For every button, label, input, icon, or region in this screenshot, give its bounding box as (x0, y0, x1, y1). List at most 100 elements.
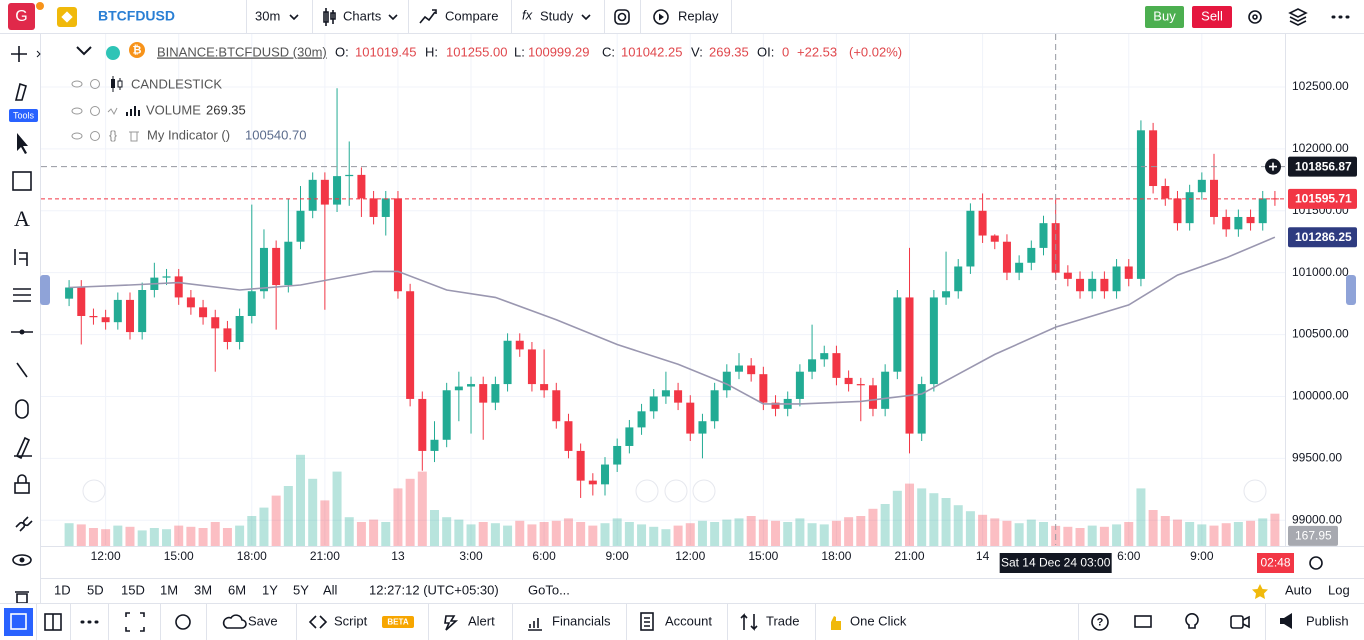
range-button[interactable]: All (323, 582, 338, 597)
publish-button[interactable]: Publish (1306, 613, 1349, 628)
volume-bar (953, 505, 963, 546)
collapse-legend[interactable] (76, 46, 92, 56)
symbol[interactable]: BTCFDUSD (98, 8, 175, 24)
zoom-in[interactable] (692, 479, 716, 503)
account-button[interactable]: Account (665, 613, 712, 628)
candle-body (369, 198, 378, 217)
volume-bar (417, 471, 427, 546)
right-panel-handle[interactable] (1346, 275, 1356, 305)
video-icon[interactable] (1230, 615, 1244, 629)
candle-body (235, 315, 244, 342)
candle-body (442, 390, 451, 440)
volume-bar (929, 493, 939, 546)
study-button[interactable]: Study (540, 8, 574, 23)
volume-bar (186, 526, 196, 546)
charts-button[interactable]: Charts (343, 8, 382, 23)
sell-button[interactable] (1192, 6, 1232, 28)
cursor-tool[interactable] (17, 133, 28, 154)
reset-zoom[interactable] (664, 479, 688, 503)
compare-button[interactable]: Compare (445, 8, 498, 23)
chart-settings-icon[interactable] (1309, 556, 1323, 570)
volume-icon (126, 106, 140, 116)
help-icon[interactable] (1091, 613, 1109, 631)
range-button[interactable]: 5Y (293, 582, 309, 597)
fib-tool[interactable] (14, 249, 28, 266)
volume-bar (1221, 523, 1231, 546)
fullscreen[interactable] (125, 612, 145, 632)
range-button[interactable]: 1M (160, 582, 178, 597)
candle-body (722, 371, 731, 391)
y-tick-label: 100000.00 (1292, 389, 1349, 403)
gear-icon[interactable] (90, 79, 100, 89)
alert-button[interactable]: Alert (468, 613, 495, 628)
buy-button[interactable] (1145, 6, 1184, 28)
settings-icon[interactable] (1248, 10, 1262, 24)
volume-series-name: VOLUME (146, 102, 201, 117)
zoom-tool[interactable] (15, 399, 29, 419)
trade-button[interactable]: Trade (766, 613, 799, 628)
range-button[interactable]: 5D (87, 582, 104, 597)
scroll-right[interactable] (1243, 479, 1267, 503)
range-button[interactable]: 1D (54, 582, 71, 597)
gear-icon[interactable] (90, 106, 100, 116)
financials-button[interactable]: Financials (552, 613, 611, 628)
zoom-out[interactable] (635, 479, 659, 503)
volume-bar (1172, 519, 1182, 546)
compare-icon (419, 9, 437, 24)
eye-icon[interactable] (71, 80, 83, 88)
range-button[interactable]: 6M (228, 582, 246, 597)
scroll-left[interactable] (82, 479, 106, 503)
lock-tool[interactable] (14, 482, 30, 494)
idea-icon[interactable] (1185, 613, 1199, 629)
layout-button[interactable] (4, 608, 33, 636)
visibility-tool[interactable] (12, 554, 32, 566)
favorite-icon[interactable] (1252, 584, 1268, 599)
candle-body (576, 450, 585, 481)
magnet-tool[interactable] (14, 436, 32, 460)
log-scale[interactable]: Log (1328, 582, 1350, 597)
layers-icon[interactable] (1288, 8, 1308, 26)
eye-icon[interactable] (71, 132, 83, 140)
candle-body (247, 291, 256, 316)
replay-button[interactable]: Replay (678, 8, 719, 23)
candle-body (430, 439, 439, 451)
eye-icon[interactable] (71, 107, 83, 115)
volume-bar (503, 525, 513, 546)
crosshair-tool[interactable] (11, 46, 27, 62)
script-button[interactable]: Script (334, 613, 368, 628)
shape-tool[interactable] (12, 171, 32, 191)
left-panel-handle[interactable] (40, 275, 50, 305)
instagram-icon[interactable] (614, 9, 630, 25)
theme-icon[interactable] (175, 614, 191, 630)
logo[interactable] (8, 3, 35, 30)
delete-tool[interactable] (15, 591, 29, 604)
dropdown-arrow (388, 14, 398, 21)
pattern-tool[interactable] (13, 288, 31, 302)
delete-icon[interactable] (129, 131, 139, 142)
candle-body (1112, 266, 1121, 292)
volume-bar (162, 529, 172, 546)
one-click-button[interactable]: One Click (850, 613, 907, 628)
x-tick-label: 3:00 (459, 549, 483, 563)
keyboard-icon[interactable] (1134, 615, 1152, 628)
text-tool[interactable]: A (14, 206, 30, 231)
volume-bar (685, 523, 695, 546)
gear-icon[interactable] (90, 131, 100, 141)
symbol-label[interactable]: BINANCE:BTCFDUSD (30m) (157, 44, 327, 59)
interval[interactable]: 30m (255, 8, 280, 23)
auto-scale[interactable]: Auto (1285, 582, 1312, 597)
candle-body (625, 427, 634, 446)
x-tick-label: 15:00 (164, 549, 194, 563)
candle-body (1173, 198, 1182, 224)
pencil-tool[interactable] (14, 82, 27, 101)
save-button[interactable]: Save (248, 613, 278, 628)
range-button[interactable]: 3M (194, 582, 212, 597)
volume-bar (551, 520, 561, 546)
range-button[interactable]: 1Y (262, 582, 278, 597)
link-tool[interactable] (15, 516, 33, 532)
separators (36, 604, 1266, 640)
measure-tool[interactable] (16, 362, 28, 378)
candle-icon-body (117, 80, 123, 88)
range-button[interactable]: 15D (121, 582, 145, 597)
goto-button[interactable]: GoTo... (528, 582, 570, 597)
